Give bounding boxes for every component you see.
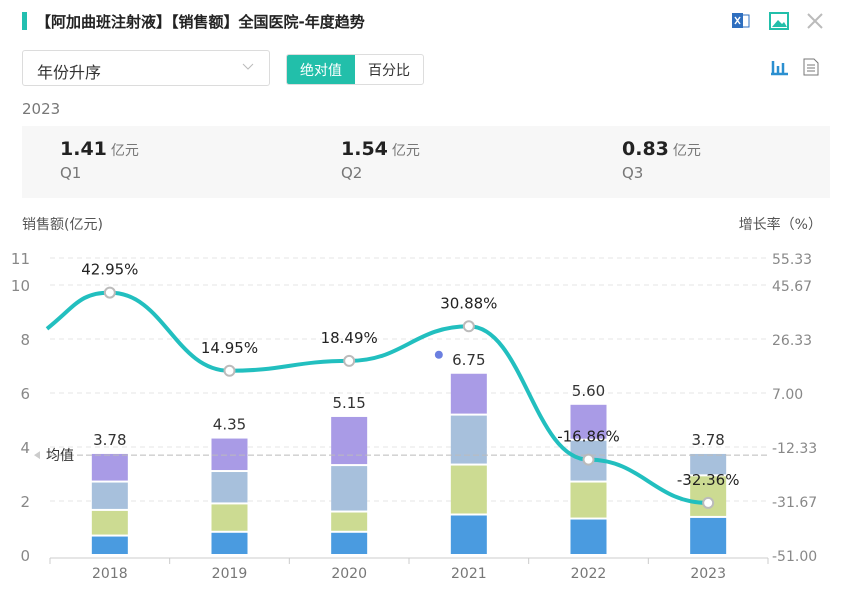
bar-total-label: 3.78 — [93, 431, 126, 449]
bar-total-label: 3.78 — [691, 431, 724, 449]
y2-tick-label: -12.33 — [772, 441, 817, 457]
bar-q3 — [331, 466, 368, 511]
bar-q2 — [450, 465, 487, 514]
bar-q4 — [450, 373, 487, 414]
toggle-absolute[interactable]: 绝对值 — [287, 55, 355, 84]
y-axis-title: 销售额(亿元) — [22, 217, 103, 233]
close-icon[interactable] — [804, 10, 826, 32]
y-tick-label: 6 — [20, 385, 30, 403]
bar-q1 — [570, 519, 607, 554]
growth-point — [582, 453, 595, 466]
x-tick-label: 2018 — [92, 566, 128, 582]
x-tick-label: 2020 — [331, 566, 367, 582]
growth-point — [223, 364, 236, 377]
bar-q2 — [690, 476, 727, 516]
bar-q4 — [91, 453, 128, 481]
bar-total-label: 5.15 — [332, 394, 365, 412]
bar-q3 — [211, 472, 248, 503]
legend-dot-icon — [434, 350, 443, 359]
value-mode-toggle[interactable]: 绝对值 百分比 — [286, 54, 424, 85]
y-tick-label: 8 — [20, 331, 30, 349]
growth-point — [462, 320, 475, 333]
x-tick-label: 2022 — [571, 566, 607, 582]
summary-year: 2023 — [22, 100, 61, 118]
quarter-summary: 1.41 亿元 Q1 1.54 亿元 Q2 0.83 亿元 Q3 — [22, 126, 830, 198]
kpi-q1: 1.41 亿元 Q1 — [60, 138, 139, 182]
growth-label: 18.49% — [321, 329, 378, 347]
y2-tick-label: -51.00 — [772, 549, 817, 565]
bar-q4 — [331, 416, 368, 465]
kpi-label: Q2 — [341, 164, 363, 182]
sort-select-value: 年份升序 — [37, 63, 102, 82]
sort-select[interactable]: 年份升序 — [22, 50, 270, 86]
growth-label: 42.95% — [81, 261, 138, 279]
bar-q4 — [570, 404, 607, 439]
kpi-unit: 亿元 — [391, 143, 420, 159]
image-export-icon[interactable] — [768, 10, 790, 32]
y2-tick-label: -31.67 — [772, 495, 817, 511]
y2-tick-label: 26.33 — [772, 333, 812, 349]
bar-q1 — [331, 532, 368, 554]
growth-label: -16.86% — [557, 428, 620, 446]
excel-export-icon[interactable] — [730, 10, 752, 32]
bar-q2 — [211, 504, 248, 531]
average-label: 均值 — [46, 448, 74, 464]
x-tick-label: 2021 — [451, 566, 487, 582]
kpi-label: Q3 — [622, 164, 644, 182]
bar-q1 — [91, 536, 128, 554]
kpi-label: Q1 — [60, 164, 82, 182]
bar-q1 — [690, 517, 727, 554]
growth-label: 30.88% — [440, 294, 497, 312]
title-accent — [22, 12, 27, 30]
kpi-q2: 1.54 亿元 Q2 — [341, 138, 420, 182]
y-tick-label: 4 — [20, 439, 30, 457]
y-tick-label: 2 — [20, 493, 30, 511]
kpi-value: 0.83 — [622, 138, 669, 160]
y2-tick-label: 55.33 — [772, 252, 812, 268]
growth-point — [103, 286, 116, 299]
kpi-value: 1.54 — [341, 138, 388, 160]
bar-q1 — [211, 532, 248, 554]
kpi-q3: 0.83 亿元 Q3 — [622, 138, 701, 182]
chevron-down-icon — [241, 59, 255, 77]
x-tick-label: 2019 — [212, 566, 248, 582]
x-tick-label: 2023 — [690, 566, 726, 582]
growth-label: 14.95% — [201, 339, 258, 357]
bar-q2 — [570, 482, 607, 518]
average-marker-icon — [34, 451, 40, 460]
kpi-unit: 亿元 — [672, 143, 701, 159]
y2-tick-label: 7.00 — [772, 387, 803, 403]
y-tick-label: 0 — [20, 547, 30, 565]
y-tick-label: 10 — [11, 277, 30, 295]
document-icon[interactable] — [800, 56, 822, 78]
bar-q4 — [211, 438, 248, 471]
bar-total-label: 4.35 — [213, 416, 246, 434]
growth-point — [702, 496, 715, 509]
bar-total-label: 6.75 — [452, 351, 485, 369]
y-tick-label: 11 — [11, 250, 30, 268]
bar-q2 — [331, 512, 368, 531]
bar-q3 — [690, 453, 727, 475]
bar-q3 — [91, 482, 128, 509]
bar-q1 — [450, 515, 487, 554]
growth-point — [343, 354, 356, 367]
page-title: 【阿加曲班注射液】【销售额】全国医院-年度趋势 — [36, 13, 365, 31]
toggle-percent[interactable]: 百分比 — [368, 63, 410, 79]
bar-chart-icon[interactable] — [768, 56, 790, 78]
y2-axis-title: 增长率（%） — [738, 217, 822, 233]
kpi-value: 1.41 — [60, 138, 107, 160]
growth-label: -32.36% — [677, 471, 740, 489]
kpi-unit: 亿元 — [110, 143, 139, 159]
y2-tick-label: 45.67 — [772, 279, 812, 295]
growth-line — [45, 290, 709, 505]
bar-q2 — [91, 510, 128, 535]
bar-q3 — [450, 415, 487, 464]
bar-total-label: 5.60 — [572, 382, 605, 400]
